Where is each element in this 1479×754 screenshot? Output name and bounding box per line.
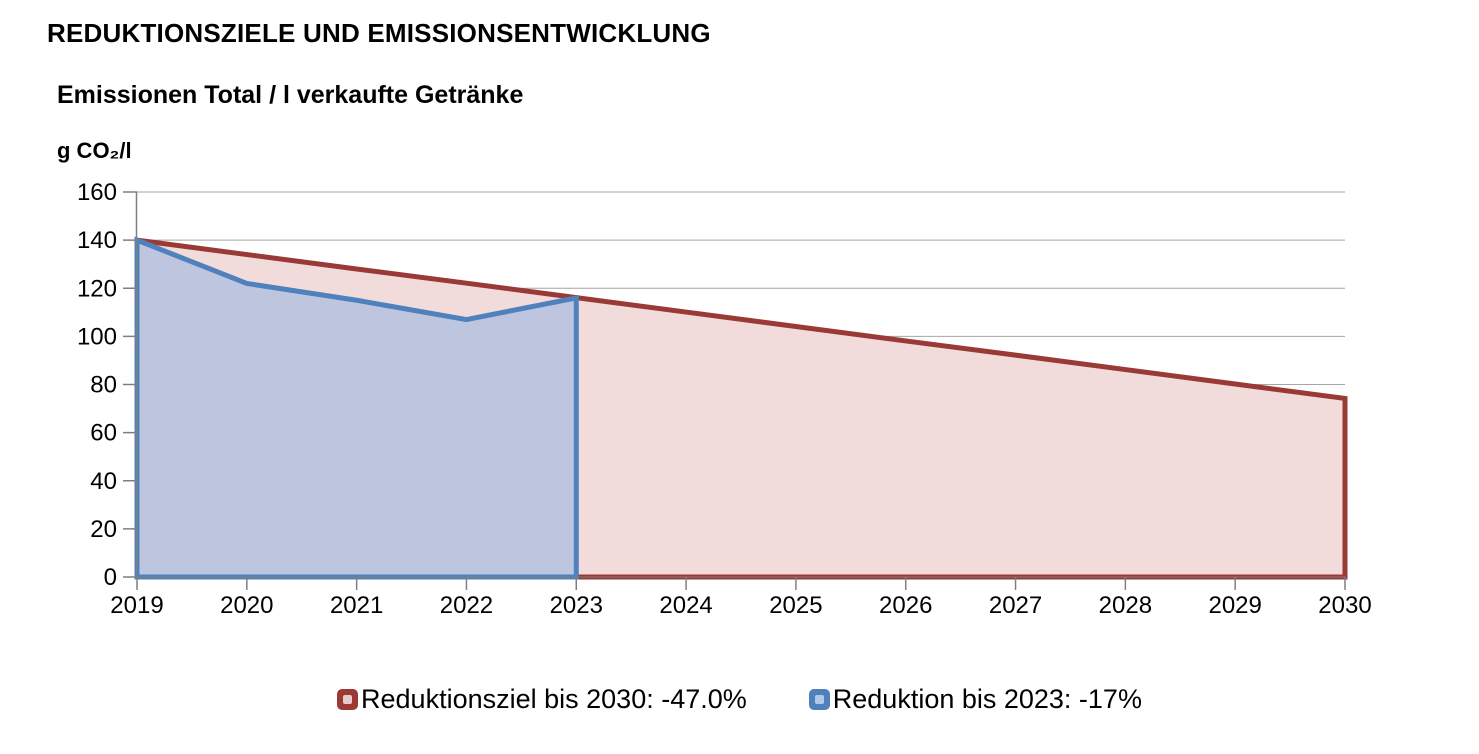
y-axis-unit-label: g CO₂/l [57, 138, 132, 163]
y-tick-label-100: 100 [77, 323, 117, 350]
x-tick-label-2026: 2026 [879, 592, 932, 619]
legend: Reduktionsziel bis 2030: -47.0% Reduktio… [0, 684, 1479, 715]
page-title: REDUKTIONSZIELE UND EMISSIONSENTWICKLUNG [47, 18, 711, 48]
x-tick-label-2028: 2028 [1099, 592, 1152, 619]
legend-marker-blue-inner [814, 695, 824, 704]
chart-plot-area: 0 20 40 60 80 100 120 140 160 2019 2020 2021 2022 202… [77, 179, 1372, 619]
x-tick-label-2023: 2023 [550, 592, 603, 619]
y-tick-label-60: 60 [90, 420, 117, 447]
x-tick-label-2024: 2024 [659, 592, 712, 619]
y-tick-label-80: 80 [90, 372, 117, 399]
x-tick-label-2029: 2029 [1208, 592, 1261, 619]
x-tick-label-2019: 2019 [110, 592, 163, 619]
x-tick-label-2030: 2030 [1318, 592, 1371, 619]
y-tick-label-160: 160 [77, 179, 117, 206]
legend-label-reduktionsziel: Reduktionsziel bis 2030: -47.0% [361, 684, 747, 714]
legend-marker-red-inner [343, 695, 353, 704]
y-tick-label-20: 20 [90, 516, 117, 543]
legend-item-reduktionsziel: Reduktionsziel bis 2030: -47.0% [337, 684, 747, 715]
legend-item-reduktion: Reduktion bis 2023: -17% [808, 684, 1142, 715]
x-tick-label-2025: 2025 [769, 592, 822, 619]
x-tick-label-2027: 2027 [989, 592, 1042, 619]
y-tick-label-40: 40 [90, 468, 117, 495]
y-tick-label-140: 140 [77, 227, 117, 254]
y-tick-label-120: 120 [77, 275, 117, 302]
x-tick-label-2022: 2022 [440, 592, 493, 619]
x-tick-label-2020: 2020 [220, 592, 273, 619]
legend-marker-blue-icon [808, 689, 830, 710]
legend-label-reduktion: Reduktion bis 2023: -17% [832, 684, 1142, 714]
chart-title: Emissionen Total / l verkaufte Getränke [57, 81, 524, 109]
legend-marker-red-icon [337, 689, 359, 710]
y-tick-label-0: 0 [104, 564, 117, 591]
x-tick-label-2021: 2021 [330, 592, 383, 619]
